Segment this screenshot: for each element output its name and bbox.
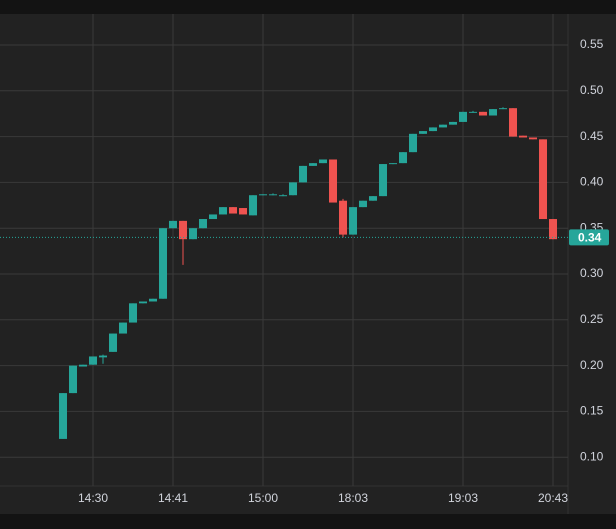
candle-body [249,195,257,216]
y-tick-label: 0.20 [580,358,604,372]
candle-body [329,159,337,203]
candle-body [219,207,227,215]
candle-body [179,220,187,240]
x-tick-label: 14:41 [158,491,188,505]
candle-body [289,182,297,196]
x-tick-label: 15:00 [248,491,278,505]
chart-background [0,14,616,514]
x-tick-label: 18:03 [338,491,368,505]
candle-body [389,163,397,165]
candle-body [459,111,467,122]
candle-body [259,194,267,196]
y-tick-label: 0.40 [580,175,604,189]
candle-body [129,303,137,323]
last-price-badge [569,229,609,246]
candle-body [539,139,547,220]
candle-body [159,228,167,299]
candle-body [479,111,487,116]
last-price-label: 0.34 [578,231,602,245]
candle-body [229,207,237,214]
candle-body [199,219,207,229]
candle-body [89,356,97,365]
y-tick-label: 0.50 [580,83,604,97]
candle-body [109,333,117,352]
candle-body [99,355,107,358]
candle-body [349,207,357,235]
candle-body [489,109,497,116]
candle-body [189,228,197,240]
candle-body [369,196,377,201]
candle-body [429,127,437,132]
candle-body [339,200,347,235]
candle-body [139,301,147,304]
y-tick-label: 0.45 [580,129,604,143]
y-tick-label: 0.30 [580,266,604,280]
candle-body [529,137,537,140]
candle-body [509,108,517,137]
candle-body [469,111,477,113]
y-tick-label: 0.15 [580,404,604,418]
candle-body [379,164,387,197]
candle-body [209,214,217,220]
candle-body [409,133,417,153]
y-tick-label: 0.10 [580,449,604,463]
candle-body [449,121,457,125]
x-tick-label: 19:03 [448,491,478,505]
candle-body [69,365,77,394]
candle-body [59,393,67,439]
x-tick-label: 14:30 [78,491,108,505]
candle-body [519,135,527,138]
candle-body [549,219,557,240]
y-tick-label: 0.55 [580,37,604,51]
candle-body [149,298,157,302]
x-tick-label: 20:43 [538,491,568,505]
candle-body [299,165,307,183]
candle-body [399,152,407,164]
candle-body [269,194,277,196]
candle-body [279,195,287,197]
candle-body [319,159,327,164]
candle-body [169,220,177,229]
candle-body [79,364,87,367]
candle-body [309,163,317,166]
y-tick-label: 0.25 [580,312,604,326]
candle-body [119,322,127,334]
candle-body [359,200,367,208]
candle-body [499,108,507,110]
candle-body [419,131,427,134]
candle-body [239,208,247,215]
candle-body [439,124,447,128]
